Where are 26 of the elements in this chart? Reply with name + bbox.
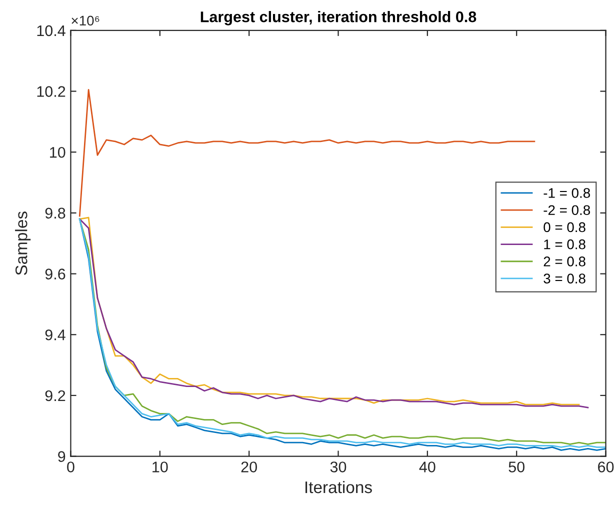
x-tick-label: 50 (508, 462, 524, 472)
x-tick-label: 40 (419, 462, 436, 472)
y-tick-label: 10 (50, 146, 66, 158)
legend-label: 0 = 0.8 (544, 222, 586, 232)
y-axis-title: Samples (15, 212, 31, 276)
y-tick-label: 9.8 (45, 208, 66, 219)
text: ×10⁶ (72, 16, 100, 26)
x-tick-label: 10 (152, 462, 168, 472)
y-tick-label: 9.6 (45, 268, 66, 280)
legend-label: 3 = 0.8 (544, 274, 586, 284)
legend-label: 1 = 0.8 (544, 239, 586, 250)
y-tick-label: 10.2 (37, 86, 66, 97)
line-series (78, 89, 536, 217)
legend-label: -1 = 0.8 (544, 188, 590, 198)
y-tick-label: 9.2 (45, 390, 66, 402)
legend-label: 2 = 0.8 (544, 256, 586, 266)
x-tick-label: 20 (241, 462, 257, 472)
x-tick-label: 30 (330, 462, 346, 472)
y-tick-label: 9.4 (45, 329, 66, 340)
x-axis-title: Iterations (306, 480, 372, 494)
y-tick-label: 9 (58, 451, 66, 462)
legend-label: -2 = 0.8 (544, 205, 590, 216)
y-tick-label: 10.4 (37, 25, 66, 36)
x-tick-label: 0 (67, 462, 74, 472)
chart-title: Largest cluster, iteration threshold 0.8 (200, 11, 476, 26)
x-tick-label: 60 (598, 462, 614, 472)
